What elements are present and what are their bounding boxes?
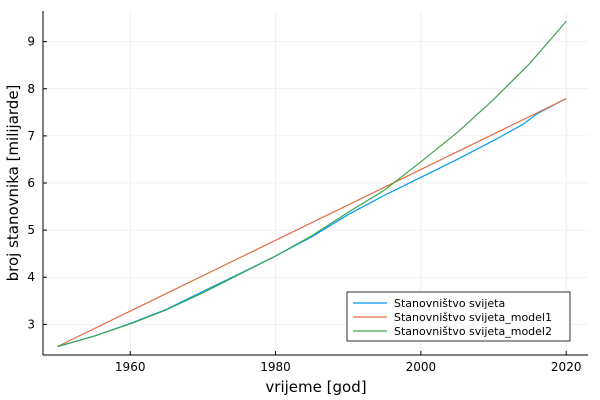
series-line-3	[57, 20, 567, 348]
legend-label-2: Stanovništvo svijeta_model1	[394, 311, 552, 324]
y-tick-label-5: 8	[27, 82, 35, 96]
x-tick-label-2: 2000	[406, 360, 437, 374]
y-tick-label-2: 5	[27, 223, 35, 237]
x-axis-label: vrijeme [god]	[265, 378, 366, 396]
y-tick-label-6: 9	[27, 35, 35, 49]
y-tick-label-3: 6	[27, 176, 35, 190]
y-tick-label-0: 3	[27, 317, 35, 331]
y-axis-ticks: 3 4 5 6 7 8 9	[27, 35, 47, 331]
y-axis-label: broj stanovnika [milijarde]	[4, 85, 22, 282]
x-tick-label-0: 1960	[115, 360, 146, 374]
legend-label-3: Stanovništvo svijeta_model2	[394, 325, 552, 338]
legend-label-1: Stanovništvo svijeta	[394, 297, 505, 310]
series-line-2	[57, 98, 567, 348]
x-tick-label-1: 1980	[260, 360, 291, 374]
y-tick-label-4: 7	[27, 129, 35, 143]
series-lines	[57, 20, 567, 348]
x-axis-ticks: 1960 1980 2000 2020	[115, 351, 582, 374]
y-tick-label-1: 4	[27, 270, 35, 284]
x-tick-label-3: 2020	[551, 360, 582, 374]
grid-lines	[43, 11, 588, 355]
